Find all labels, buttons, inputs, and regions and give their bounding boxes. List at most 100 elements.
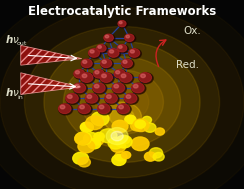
Circle shape xyxy=(78,104,92,115)
Circle shape xyxy=(135,120,145,128)
Circle shape xyxy=(78,140,95,153)
Circle shape xyxy=(73,83,85,93)
Circle shape xyxy=(89,49,99,57)
Circle shape xyxy=(97,45,106,52)
Circle shape xyxy=(120,73,132,82)
Circle shape xyxy=(75,133,90,145)
Circle shape xyxy=(83,132,100,145)
Polygon shape xyxy=(21,45,82,65)
Circle shape xyxy=(102,60,106,64)
Circle shape xyxy=(86,116,103,130)
Circle shape xyxy=(63,57,181,147)
Circle shape xyxy=(141,74,145,78)
Circle shape xyxy=(124,94,137,103)
Text: Red.: Red. xyxy=(176,60,199,70)
Circle shape xyxy=(126,35,130,38)
Circle shape xyxy=(114,70,125,78)
Circle shape xyxy=(59,104,71,113)
Circle shape xyxy=(68,95,72,98)
Circle shape xyxy=(82,74,87,78)
Circle shape xyxy=(130,50,134,53)
Circle shape xyxy=(139,73,153,84)
Circle shape xyxy=(74,70,85,78)
Circle shape xyxy=(102,102,142,132)
Circle shape xyxy=(112,83,124,93)
Circle shape xyxy=(122,152,131,159)
Circle shape xyxy=(123,60,127,64)
Circle shape xyxy=(99,129,117,143)
Circle shape xyxy=(117,45,127,52)
Circle shape xyxy=(75,84,80,88)
Text: Electrocatalytic Frameworks: Electrocatalytic Frameworks xyxy=(28,5,216,18)
Circle shape xyxy=(94,70,106,79)
Circle shape xyxy=(80,105,84,109)
Circle shape xyxy=(75,132,92,145)
Circle shape xyxy=(75,71,80,74)
Circle shape xyxy=(131,121,143,131)
Circle shape xyxy=(90,50,94,53)
Circle shape xyxy=(102,74,106,78)
Circle shape xyxy=(94,84,99,88)
Circle shape xyxy=(114,70,127,79)
Circle shape xyxy=(91,112,109,126)
Circle shape xyxy=(119,105,123,109)
Circle shape xyxy=(81,59,92,67)
Circle shape xyxy=(81,73,95,84)
Circle shape xyxy=(101,59,113,69)
Circle shape xyxy=(98,104,112,115)
Circle shape xyxy=(122,59,134,69)
Circle shape xyxy=(105,94,119,105)
Circle shape xyxy=(153,153,164,161)
Circle shape xyxy=(108,49,119,57)
Circle shape xyxy=(108,137,123,149)
Circle shape xyxy=(125,34,134,41)
Circle shape xyxy=(44,42,200,163)
Circle shape xyxy=(112,120,128,132)
Circle shape xyxy=(73,152,89,164)
Circle shape xyxy=(81,73,93,82)
Circle shape xyxy=(78,157,90,167)
Circle shape xyxy=(94,132,104,140)
Circle shape xyxy=(116,135,132,148)
Circle shape xyxy=(97,45,108,53)
Circle shape xyxy=(149,148,163,158)
Circle shape xyxy=(122,59,132,67)
Circle shape xyxy=(112,83,126,94)
Circle shape xyxy=(88,139,101,149)
Text: h$\nu$: h$\nu$ xyxy=(5,86,20,98)
Circle shape xyxy=(142,116,152,123)
Circle shape xyxy=(133,119,149,132)
Circle shape xyxy=(85,94,98,103)
Circle shape xyxy=(125,115,136,124)
Circle shape xyxy=(104,34,113,41)
Circle shape xyxy=(0,8,244,189)
Circle shape xyxy=(144,152,156,161)
Circle shape xyxy=(124,94,139,105)
Circle shape xyxy=(66,94,80,105)
Circle shape xyxy=(105,35,109,38)
Circle shape xyxy=(131,137,149,151)
Circle shape xyxy=(81,70,163,134)
Circle shape xyxy=(78,104,90,113)
Circle shape xyxy=(155,128,164,135)
Circle shape xyxy=(133,84,138,88)
Circle shape xyxy=(129,49,140,57)
Circle shape xyxy=(73,83,87,94)
Circle shape xyxy=(80,122,93,132)
Circle shape xyxy=(139,73,151,82)
Circle shape xyxy=(126,95,131,98)
Circle shape xyxy=(111,141,126,152)
Circle shape xyxy=(115,152,127,161)
Circle shape xyxy=(116,71,120,74)
Circle shape xyxy=(60,105,65,109)
Circle shape xyxy=(24,26,220,178)
Circle shape xyxy=(93,83,105,93)
Polygon shape xyxy=(21,73,81,94)
Circle shape xyxy=(81,59,94,69)
Circle shape xyxy=(118,21,126,27)
Circle shape xyxy=(117,104,129,113)
Circle shape xyxy=(100,73,114,84)
Circle shape xyxy=(117,104,131,115)
Text: h$\nu$: h$\nu$ xyxy=(5,33,20,45)
Circle shape xyxy=(120,73,134,84)
